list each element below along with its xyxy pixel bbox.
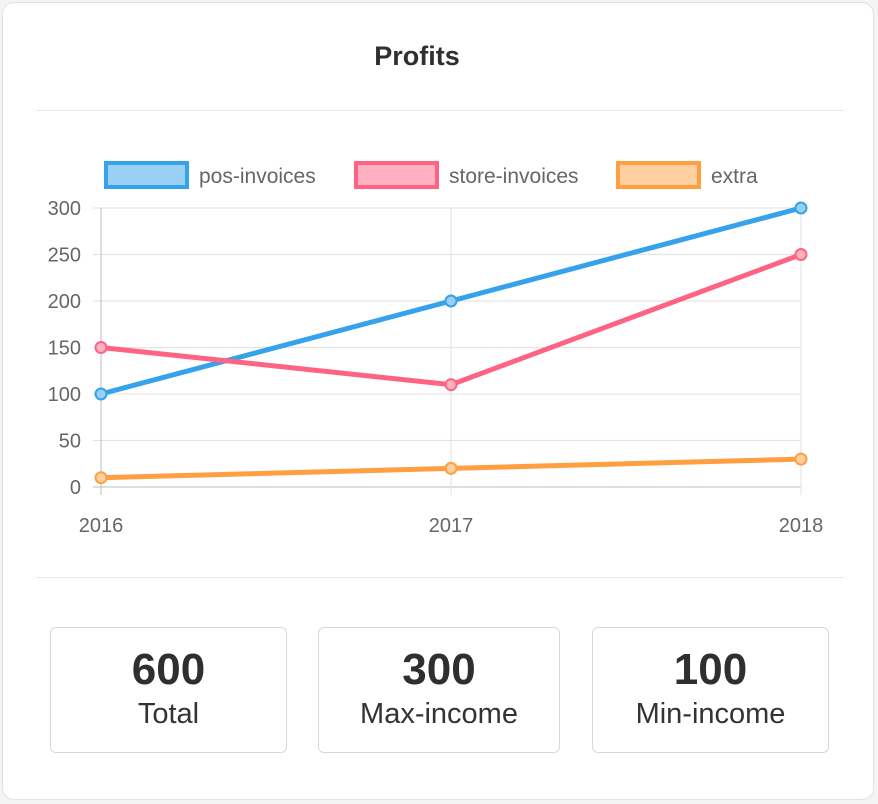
- data-point[interactable]: [794, 201, 808, 215]
- data-point[interactable]: [444, 461, 458, 475]
- y-tick-label: 200: [48, 291, 81, 313]
- series-extra: [94, 452, 808, 485]
- x-tick-label: 2018: [779, 515, 824, 537]
- chart-legend: pos-invoices store-invoices extra: [104, 161, 758, 189]
- y-tick-label: 0: [70, 477, 81, 499]
- series-pos-invoices: [94, 201, 808, 401]
- card-title: Profits: [374, 41, 460, 71]
- data-point[interactable]: [94, 387, 108, 401]
- data-point[interactable]: [444, 294, 458, 308]
- data-point[interactable]: [444, 378, 458, 392]
- stat-min-income: 100 Min-income: [592, 627, 829, 753]
- legend-label: pos-invoices: [199, 165, 316, 188]
- stat-max-income: 300 Max-income: [318, 627, 560, 753]
- stat-max-income-value: 300: [402, 645, 476, 694]
- profits-line-chart: 0 50 100 150 200 250 300 2016 2017 2018 pos-invoi…: [48, 161, 824, 537]
- chart-axis-labels: 0 50 100 150 200 250 300 2016 2017 2018: [48, 198, 824, 537]
- legend-label: extra: [711, 165, 758, 188]
- data-point[interactable]: [94, 471, 108, 485]
- legend-swatch: [104, 161, 189, 189]
- stat-total-value: 600: [131, 645, 206, 694]
- divider-bottom: [36, 577, 844, 578]
- stat-min-income-label: Min-income: [635, 698, 786, 730]
- y-tick-label: 150: [48, 338, 81, 360]
- data-point[interactable]: [794, 248, 808, 261]
- x-tick-label: 2016: [79, 515, 124, 537]
- divider-top: [36, 110, 844, 111]
- y-tick-label: 250: [48, 245, 81, 267]
- stat-total-label: Total: [137, 698, 200, 730]
- legend-item-extra[interactable]: extra: [616, 161, 758, 189]
- legend-item-store-invoices[interactable]: store-invoices: [354, 161, 579, 189]
- legend-item-pos-invoices[interactable]: pos-invoices: [104, 161, 316, 189]
- chart-series: [94, 201, 808, 485]
- data-point[interactable]: [794, 452, 808, 466]
- stat-max-income-label: Max-income: [360, 698, 518, 730]
- chart-grid: [93, 207, 802, 495]
- series-store-invoices: [94, 248, 808, 392]
- y-tick-label: 300: [48, 198, 81, 220]
- legend-swatch: [354, 161, 439, 189]
- x-tick-label: 2017: [429, 515, 474, 537]
- y-tick-label: 100: [48, 384, 81, 406]
- stat-min-income-value: 100: [673, 645, 748, 694]
- stat-total: 600 Total: [50, 627, 287, 753]
- legend-swatch: [616, 161, 701, 189]
- data-point[interactable]: [94, 341, 108, 354]
- y-tick-label: 50: [59, 431, 81, 453]
- legend-label: store-invoices: [449, 165, 579, 188]
